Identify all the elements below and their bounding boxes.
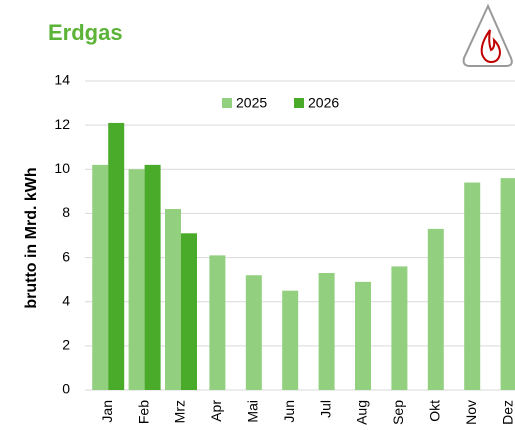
legend-swatch <box>222 98 232 108</box>
x-tick-label: Dez <box>499 400 515 425</box>
y-tick-label: 8 <box>62 204 70 220</box>
y-tick-label: 14 <box>54 72 70 88</box>
x-tick-label: Jan <box>99 400 115 423</box>
bar <box>165 209 181 390</box>
bar <box>128 169 145 390</box>
bar <box>245 275 262 390</box>
bar <box>500 178 515 390</box>
bar <box>391 266 408 390</box>
legend-label: 2026 <box>308 95 339 111</box>
x-tick-label: Nov <box>463 400 479 425</box>
bar <box>209 255 226 390</box>
bar <box>464 182 481 390</box>
bar <box>181 233 197 390</box>
x-tick-label: Mrz <box>172 400 188 423</box>
x-tick-label: Sep <box>390 400 406 425</box>
chart-title: Erdgas <box>48 20 123 45</box>
flame-icon <box>462 3 513 67</box>
bar <box>355 281 371 390</box>
x-tick-label: Jul <box>317 400 333 418</box>
y-axis-label: brutto in Mrd. kWh <box>23 167 40 308</box>
x-tick-label: Feb <box>135 400 151 424</box>
bar <box>282 290 299 390</box>
y-tick-label: 6 <box>62 248 70 264</box>
x-tick-label: Aug <box>354 400 370 425</box>
bar <box>318 273 335 390</box>
bar <box>427 228 444 390</box>
x-tick-label: Apr <box>208 400 224 422</box>
y-tick-label: 4 <box>62 292 70 308</box>
bar <box>92 164 109 390</box>
x-tick-label: Jun <box>281 400 297 423</box>
x-tick-label: Okt <box>427 400 443 422</box>
bar <box>144 164 161 390</box>
bar <box>108 122 125 390</box>
legend-label: 2025 <box>236 95 267 111</box>
y-tick-label: 2 <box>62 337 70 353</box>
legend-swatch <box>294 98 304 108</box>
x-tick-label: Mai <box>245 400 261 423</box>
y-tick-label: 0 <box>62 381 70 397</box>
y-tick-label: 10 <box>54 160 70 176</box>
y-tick-label: 12 <box>54 116 70 132</box>
